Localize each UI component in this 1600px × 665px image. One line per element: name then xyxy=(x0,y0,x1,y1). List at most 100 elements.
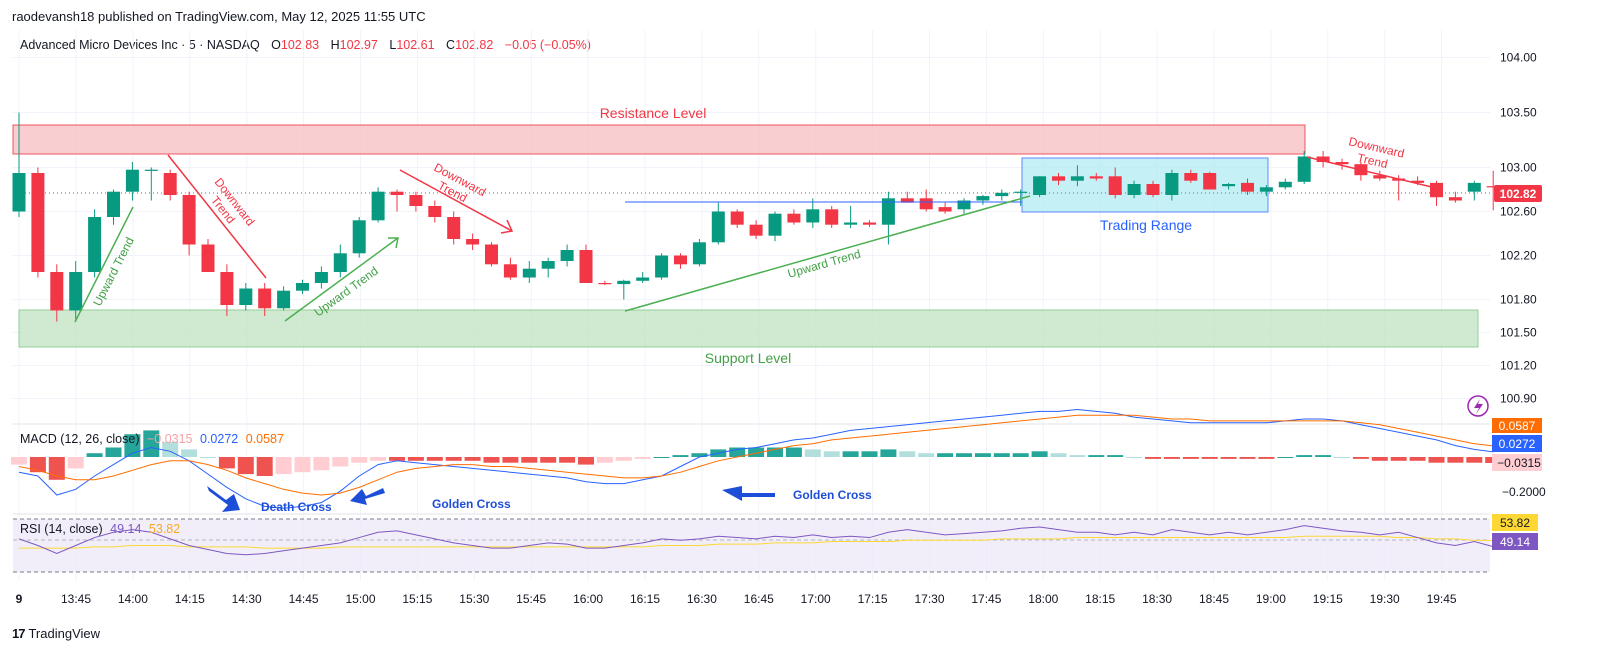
candle-body[interactable] xyxy=(1052,176,1065,181)
candle-body[interactable] xyxy=(711,211,725,243)
candle-body[interactable] xyxy=(692,242,706,265)
candle-body[interactable] xyxy=(1430,182,1443,198)
downward-trend-line-3[interactable] xyxy=(1306,156,1441,190)
candle-body[interactable] xyxy=(371,191,385,221)
candle-body[interactable] xyxy=(1373,175,1387,179)
candle-body[interactable] xyxy=(938,207,952,212)
upward-trend-line-3[interactable] xyxy=(624,195,1031,312)
candle-body[interactable] xyxy=(787,213,801,223)
rsi-ma-line[interactable] xyxy=(19,535,1494,549)
signal-line[interactable] xyxy=(18,414,1494,496)
rsi-line[interactable] xyxy=(18,525,1494,556)
candle-body[interactable] xyxy=(144,169,158,171)
candle-body[interactable] xyxy=(1089,176,1103,179)
macd-title[interactable]: MACD (12, 26, close) xyxy=(20,432,140,446)
candle-body[interactable] xyxy=(598,283,612,285)
candle-body[interactable] xyxy=(655,255,669,278)
macd-hist-bar xyxy=(899,451,916,457)
candle-body[interactable] xyxy=(333,253,347,272)
candle-body[interactable] xyxy=(1108,176,1122,195)
candle-body[interactable] xyxy=(50,272,64,311)
candle-body[interactable] xyxy=(844,222,858,225)
support-zone[interactable] xyxy=(18,309,1479,348)
candle-body[interactable] xyxy=(1165,173,1179,195)
candle-body[interactable] xyxy=(258,288,272,309)
candle-body[interactable] xyxy=(579,250,593,283)
candle-body[interactable] xyxy=(522,268,536,278)
candle-body[interactable] xyxy=(900,198,914,203)
candle-body[interactable] xyxy=(1335,162,1349,165)
candle-body[interactable] xyxy=(1297,156,1311,182)
candle-body[interactable] xyxy=(12,173,26,212)
resistance-zone[interactable] xyxy=(12,124,1306,155)
candle-body[interactable] xyxy=(1203,173,1217,190)
candle-body[interactable] xyxy=(409,195,423,206)
candle-body[interactable] xyxy=(1146,184,1160,195)
downward-trend-line-2[interactable] xyxy=(399,169,513,232)
price-axis[interactable]: 104.00 103.50 103.00 102.60 102.20 101.80 101.… xyxy=(1500,51,1537,406)
candle-body[interactable] xyxy=(730,211,744,225)
candle-body[interactable] xyxy=(1241,182,1254,192)
candle-body[interactable] xyxy=(1486,186,1500,188)
candle-body[interactable] xyxy=(881,198,895,225)
candle-body[interactable] xyxy=(1448,197,1462,201)
time-axis[interactable]: 9 13:45 14:00 14:15 14:30 14:45 15:00 15:15 15:3… xyxy=(16,592,1457,606)
candle-body[interactable] xyxy=(749,224,763,236)
upward-trend-line-1[interactable] xyxy=(74,206,134,323)
candle-body[interactable] xyxy=(447,217,461,239)
candle-body[interactable] xyxy=(239,288,253,306)
candle-body[interactable] xyxy=(1033,176,1047,195)
upward-trend-line-2[interactable] xyxy=(284,237,399,322)
candle-body[interactable] xyxy=(1184,173,1198,181)
candle-body[interactable] xyxy=(541,261,555,269)
macd-histogram xyxy=(11,430,1502,480)
candle-body[interactable] xyxy=(976,196,990,201)
candle-body[interactable] xyxy=(1316,156,1330,163)
candle-body[interactable] xyxy=(957,200,971,210)
candle-body[interactable] xyxy=(182,195,196,245)
candle-body[interactable] xyxy=(863,222,876,225)
rsi-title[interactable]: RSI (14, close) xyxy=(20,522,103,536)
candle-body[interactable] xyxy=(1014,191,1028,193)
candle-body[interactable] xyxy=(825,209,839,225)
downward-trend-line-1[interactable] xyxy=(167,154,267,279)
candle-body[interactable] xyxy=(466,239,480,245)
candle-body[interactable] xyxy=(636,277,650,281)
candle-body[interactable] xyxy=(352,220,366,254)
candle-body[interactable] xyxy=(428,206,442,217)
macd-line[interactable] xyxy=(18,408,1494,509)
candle-body[interactable] xyxy=(125,169,139,192)
candle-body[interactable] xyxy=(617,280,631,285)
high-label: H xyxy=(330,38,340,52)
candle-body[interactable] xyxy=(1467,182,1481,192)
candle-body[interactable] xyxy=(296,283,309,291)
lightning-icon[interactable] xyxy=(1467,395,1489,417)
candle-body[interactable] xyxy=(220,272,234,305)
candle-body[interactable] xyxy=(277,290,291,309)
candle-body[interactable] xyxy=(674,255,687,265)
candle-body[interactable] xyxy=(806,209,820,223)
candle-body[interactable] xyxy=(107,191,120,217)
candle-body[interactable] xyxy=(485,244,498,265)
candle-body[interactable] xyxy=(919,198,933,210)
macd-hist-bar xyxy=(823,451,840,457)
tradingview-logo[interactable]: 17 TradingView xyxy=(12,626,100,641)
candle-body[interactable] xyxy=(503,264,517,278)
candle-body[interactable] xyxy=(1222,184,1236,187)
candle-body[interactable] xyxy=(163,173,177,195)
candle-body[interactable] xyxy=(1127,184,1141,195)
candle-body[interactable] xyxy=(1411,180,1425,183)
candle-body[interactable] xyxy=(314,272,328,283)
candle-body[interactable] xyxy=(31,173,45,272)
candle-body[interactable] xyxy=(69,272,83,311)
candle-body[interactable] xyxy=(768,213,782,236)
candle-body[interactable] xyxy=(201,244,215,273)
symbol-name[interactable]: Advanced Micro Devices Inc · 5 · NASDAQ xyxy=(20,38,260,52)
candle-body[interactable] xyxy=(560,250,574,261)
candle-body[interactable] xyxy=(1259,187,1273,192)
candle-body[interactable] xyxy=(1070,176,1084,181)
candle-body[interactable] xyxy=(1278,181,1292,188)
candle-body[interactable] xyxy=(995,192,1009,197)
candle-body[interactable] xyxy=(88,217,102,272)
